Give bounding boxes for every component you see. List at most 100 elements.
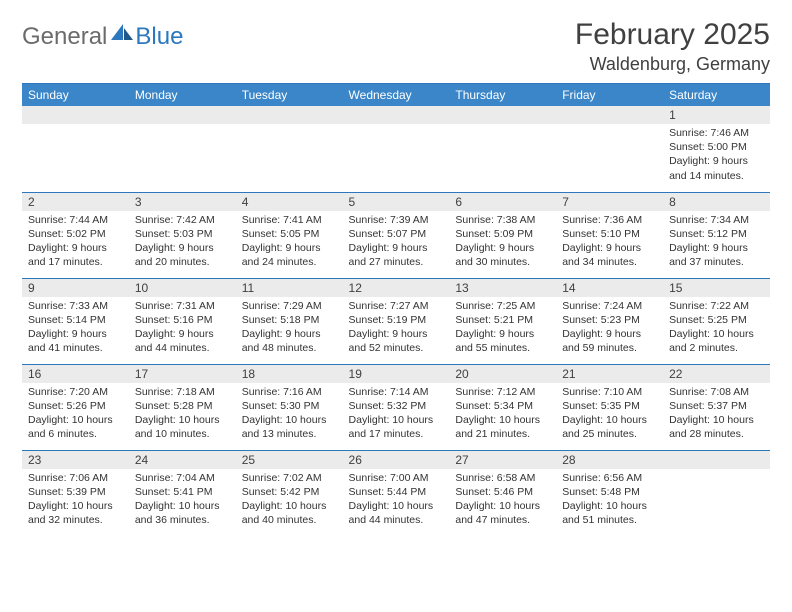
daylight-text: Daylight: 9 hours and 52 minutes. — [349, 327, 444, 355]
sunrise-text: Sunrise: 7:02 AM — [242, 471, 337, 485]
day-number: 11 — [236, 279, 343, 297]
sunset-text: Sunset: 5:39 PM — [28, 485, 123, 499]
day-number: 24 — [129, 451, 236, 469]
day-number: 19 — [343, 365, 450, 383]
calendar-day: 5Sunrise: 7:39 AMSunset: 5:07 PMDaylight… — [343, 192, 450, 278]
sunset-text: Sunset: 5:02 PM — [28, 227, 123, 241]
day-number — [236, 106, 343, 124]
sunset-text: Sunset: 5:46 PM — [455, 485, 550, 499]
sunrise-text: Sunrise: 7:33 AM — [28, 299, 123, 313]
day-details: Sunrise: 7:31 AMSunset: 5:16 PMDaylight:… — [129, 297, 236, 360]
day-details: Sunrise: 7:24 AMSunset: 5:23 PMDaylight:… — [556, 297, 663, 360]
daylight-text: Daylight: 9 hours and 14 minutes. — [669, 154, 764, 182]
sunrise-text: Sunrise: 7:38 AM — [455, 213, 550, 227]
daylight-text: Daylight: 10 hours and 10 minutes. — [135, 413, 230, 441]
sunset-text: Sunset: 5:26 PM — [28, 399, 123, 413]
calendar-day: 7Sunrise: 7:36 AMSunset: 5:10 PMDaylight… — [556, 192, 663, 278]
day-details: Sunrise: 7:14 AMSunset: 5:32 PMDaylight:… — [343, 383, 450, 446]
sunset-text: Sunset: 5:41 PM — [135, 485, 230, 499]
sunrise-text: Sunrise: 7:39 AM — [349, 213, 444, 227]
daylight-text: Daylight: 9 hours and 48 minutes. — [242, 327, 337, 355]
daylight-text: Daylight: 10 hours and 47 minutes. — [455, 499, 550, 527]
day-number: 4 — [236, 193, 343, 211]
daylight-text: Daylight: 10 hours and 51 minutes. — [562, 499, 657, 527]
day-details: Sunrise: 7:44 AMSunset: 5:02 PMDaylight:… — [22, 211, 129, 274]
calendar-day: 22Sunrise: 7:08 AMSunset: 5:37 PMDayligh… — [663, 364, 770, 450]
sunset-text: Sunset: 5:35 PM — [562, 399, 657, 413]
sunset-text: Sunset: 5:34 PM — [455, 399, 550, 413]
day-number: 8 — [663, 193, 770, 211]
calendar-week: 9Sunrise: 7:33 AMSunset: 5:14 PMDaylight… — [22, 278, 770, 364]
daylight-text: Daylight: 10 hours and 17 minutes. — [349, 413, 444, 441]
day-details: Sunrise: 7:12 AMSunset: 5:34 PMDaylight:… — [449, 383, 556, 446]
day-number: 10 — [129, 279, 236, 297]
sunset-text: Sunset: 5:48 PM — [562, 485, 657, 499]
daylight-text: Daylight: 9 hours and 59 minutes. — [562, 327, 657, 355]
day-number: 2 — [22, 193, 129, 211]
day-number: 16 — [22, 365, 129, 383]
calendar-table: Sunday Monday Tuesday Wednesday Thursday… — [22, 84, 770, 536]
daylight-text: Daylight: 9 hours and 30 minutes. — [455, 241, 550, 269]
calendar-day: 26Sunrise: 7:00 AMSunset: 5:44 PMDayligh… — [343, 450, 450, 536]
sunrise-text: Sunrise: 7:29 AM — [242, 299, 337, 313]
sunset-text: Sunset: 5:07 PM — [349, 227, 444, 241]
sunrise-text: Sunrise: 7:06 AM — [28, 471, 123, 485]
calendar-week: 1Sunrise: 7:46 AMSunset: 5:00 PMDaylight… — [22, 106, 770, 192]
sunrise-text: Sunrise: 6:56 AM — [562, 471, 657, 485]
sunrise-text: Sunrise: 6:58 AM — [455, 471, 550, 485]
day-number: 3 — [129, 193, 236, 211]
sunrise-text: Sunrise: 7:18 AM — [135, 385, 230, 399]
day-details: Sunrise: 7:41 AMSunset: 5:05 PMDaylight:… — [236, 211, 343, 274]
sunset-text: Sunset: 5:16 PM — [135, 313, 230, 327]
location: Waldenburg, Germany — [575, 54, 770, 75]
sunset-text: Sunset: 5:09 PM — [455, 227, 550, 241]
day-number — [556, 106, 663, 124]
day-number: 14 — [556, 279, 663, 297]
sunrise-text: Sunrise: 7:46 AM — [669, 126, 764, 140]
calendar-day — [663, 450, 770, 536]
day-number: 18 — [236, 365, 343, 383]
calendar-day — [556, 106, 663, 192]
day-number: 20 — [449, 365, 556, 383]
day-details: Sunrise: 7:33 AMSunset: 5:14 PMDaylight:… — [22, 297, 129, 360]
weekday-header-row: Sunday Monday Tuesday Wednesday Thursday… — [22, 84, 770, 106]
calendar-day: 9Sunrise: 7:33 AMSunset: 5:14 PMDaylight… — [22, 278, 129, 364]
sunset-text: Sunset: 5:18 PM — [242, 313, 337, 327]
day-number — [22, 106, 129, 124]
day-details: Sunrise: 7:20 AMSunset: 5:26 PMDaylight:… — [22, 383, 129, 446]
sunrise-text: Sunrise: 7:12 AM — [455, 385, 550, 399]
day-number — [129, 106, 236, 124]
calendar-day: 10Sunrise: 7:31 AMSunset: 5:16 PMDayligh… — [129, 278, 236, 364]
calendar-day — [22, 106, 129, 192]
sunset-text: Sunset: 5:05 PM — [242, 227, 337, 241]
day-number — [449, 106, 556, 124]
calendar-day: 19Sunrise: 7:14 AMSunset: 5:32 PMDayligh… — [343, 364, 450, 450]
day-number: 26 — [343, 451, 450, 469]
sail-icon — [111, 22, 133, 45]
daylight-text: Daylight: 9 hours and 20 minutes. — [135, 241, 230, 269]
sunset-text: Sunset: 5:21 PM — [455, 313, 550, 327]
sunset-text: Sunset: 5:03 PM — [135, 227, 230, 241]
month-title: February 2025 — [575, 18, 770, 52]
sunrise-text: Sunrise: 7:31 AM — [135, 299, 230, 313]
sunrise-text: Sunrise: 7:08 AM — [669, 385, 764, 399]
daylight-text: Daylight: 9 hours and 34 minutes. — [562, 241, 657, 269]
calendar-day: 13Sunrise: 7:25 AMSunset: 5:21 PMDayligh… — [449, 278, 556, 364]
day-details: Sunrise: 6:58 AMSunset: 5:46 PMDaylight:… — [449, 469, 556, 532]
daylight-text: Daylight: 9 hours and 24 minutes. — [242, 241, 337, 269]
calendar-day — [129, 106, 236, 192]
calendar-day: 17Sunrise: 7:18 AMSunset: 5:28 PMDayligh… — [129, 364, 236, 450]
sunrise-text: Sunrise: 7:04 AM — [135, 471, 230, 485]
day-details: Sunrise: 7:36 AMSunset: 5:10 PMDaylight:… — [556, 211, 663, 274]
calendar-week: 2Sunrise: 7:44 AMSunset: 5:02 PMDaylight… — [22, 192, 770, 278]
daylight-text: Daylight: 10 hours and 6 minutes. — [28, 413, 123, 441]
calendar-day: 8Sunrise: 7:34 AMSunset: 5:12 PMDaylight… — [663, 192, 770, 278]
day-details: Sunrise: 7:39 AMSunset: 5:07 PMDaylight:… — [343, 211, 450, 274]
sunset-text: Sunset: 5:42 PM — [242, 485, 337, 499]
brand-part1: General — [22, 25, 107, 49]
day-details: Sunrise: 7:18 AMSunset: 5:28 PMDaylight:… — [129, 383, 236, 446]
sunrise-text: Sunrise: 7:41 AM — [242, 213, 337, 227]
weekday-header: Monday — [129, 84, 236, 106]
day-details: Sunrise: 7:42 AMSunset: 5:03 PMDaylight:… — [129, 211, 236, 274]
day-details: Sunrise: 7:00 AMSunset: 5:44 PMDaylight:… — [343, 469, 450, 532]
